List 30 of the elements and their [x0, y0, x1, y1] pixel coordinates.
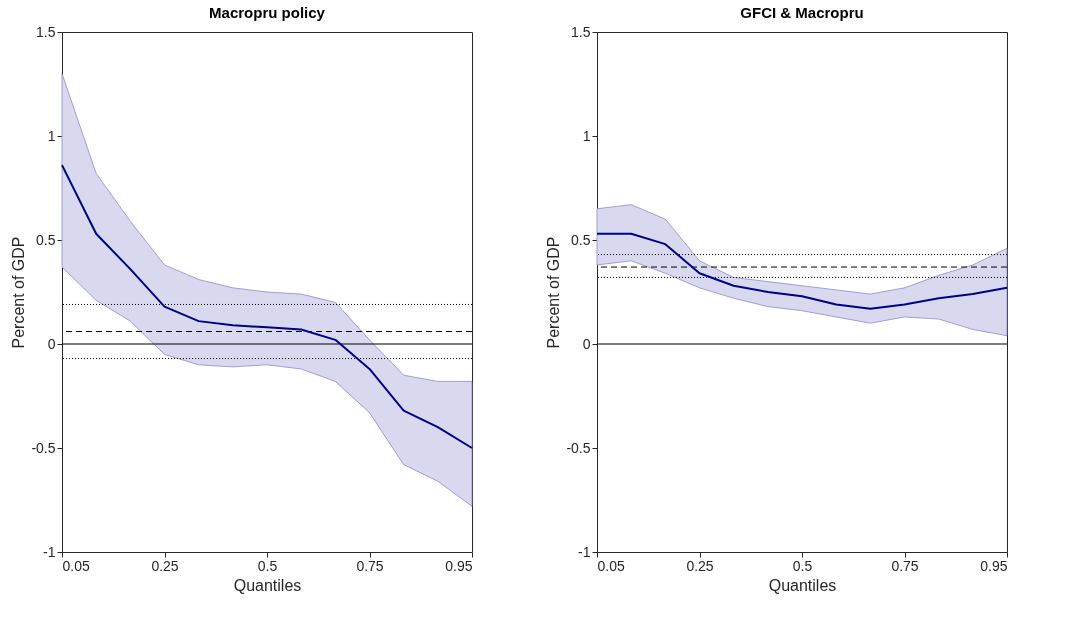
y-tick-label: 0.5: [36, 231, 56, 248]
x-tick-label: 0.05: [597, 557, 625, 574]
y-tick-label: -0.5: [566, 439, 591, 456]
x-tick-label: 0.95: [980, 557, 1008, 574]
x-tick-label: 0.5: [257, 557, 278, 574]
x-tick-label: 0.25: [151, 557, 179, 574]
y-tick-label: 1.5: [571, 23, 591, 40]
x-tick-label: 0.25: [686, 557, 714, 574]
y-tick-label: -1: [578, 543, 591, 560]
y-axis-title: Percent of GDP: [545, 236, 563, 349]
y-tick-label: -0.5: [31, 439, 56, 456]
chart-title: GFCI & Macropru: [740, 4, 864, 21]
chart-title: Macropru policy: [209, 4, 326, 21]
y-tick-label: 1: [47, 127, 56, 144]
y-tick-label: 0.5: [571, 231, 591, 248]
x-tick-label: 0.75: [891, 557, 919, 574]
x-tick-label: 0.75: [356, 557, 384, 574]
line-series: [61, 164, 473, 449]
x-tick-label: 0.5: [792, 557, 813, 574]
y-axis-title: Percent of GDP: [10, 236, 28, 349]
y-tick-label: 1.5: [36, 23, 56, 40]
x-axis-title: Quantiles: [233, 576, 302, 594]
y-tick-label: 0: [47, 335, 56, 352]
x-tick-label: 0.95: [445, 557, 473, 574]
x-axis-title: Quantiles: [768, 576, 837, 594]
x-tick-label: 0.05: [62, 557, 90, 574]
y-tick-label: 1: [582, 127, 591, 144]
y-tick-label: -1: [43, 543, 56, 560]
line-series: [596, 232, 1008, 310]
y-tick-label: 0: [582, 335, 591, 352]
